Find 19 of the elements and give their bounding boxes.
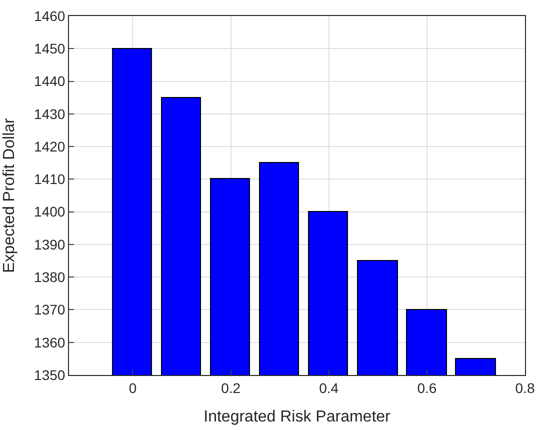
y-tick-label: 1360 bbox=[34, 334, 66, 350]
y-tick-label: 1410 bbox=[34, 171, 66, 188]
x-axis-title: Integrated Risk Parameter bbox=[204, 408, 392, 426]
y-axis-title: Expected Profit Dollar bbox=[0, 117, 18, 273]
y-tick-label: 1450 bbox=[34, 40, 66, 57]
x-tick-label: 0 bbox=[128, 380, 137, 396]
y-tick-label: 1390 bbox=[34, 236, 66, 252]
x-tick-label: 0.4 bbox=[319, 380, 339, 396]
y-tick-label: 1440 bbox=[34, 73, 66, 90]
y-tick-label: 1430 bbox=[34, 106, 66, 122]
y-tick-label: 1400 bbox=[34, 204, 66, 220]
y-tick-label: 1370 bbox=[34, 302, 66, 318]
y-tick-label: 1350 bbox=[34, 366, 66, 383]
x-tick-label: 0.2 bbox=[221, 380, 241, 396]
y-tick-label: 1420 bbox=[34, 138, 66, 154]
x-tick-label: 0.8 bbox=[515, 380, 535, 396]
x-tick-label: 0.6 bbox=[417, 380, 437, 396]
y-tick-label: 1460 bbox=[34, 8, 66, 24]
y-tick-label: 1380 bbox=[34, 268, 66, 285]
